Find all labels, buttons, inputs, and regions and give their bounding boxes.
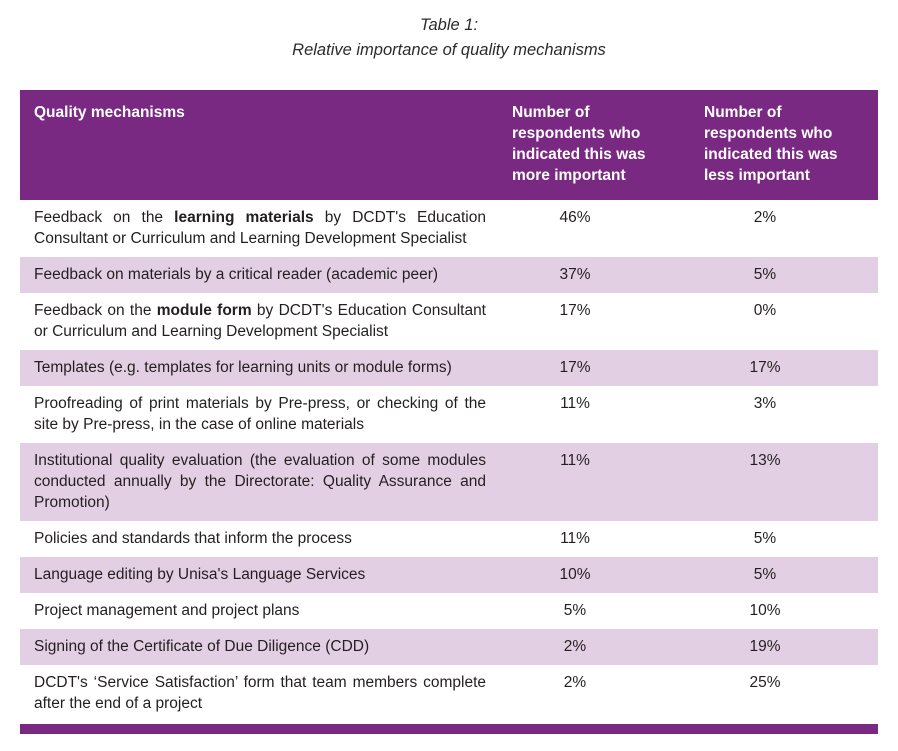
cell-more-important: 11% bbox=[560, 395, 590, 412]
mechanism-text: DCDT's ‘Service Satisfaction’ form that … bbox=[34, 674, 486, 712]
table-caption: Table 1: Relative importance of quality … bbox=[0, 13, 898, 63]
mechanism-text: Feedback on the bbox=[34, 209, 175, 226]
cell-mechanism: Project management and project plans bbox=[20, 593, 498, 629]
header-row: Quality mechanisms Number of respondents… bbox=[20, 90, 878, 200]
cell-more-important: 46% bbox=[559, 209, 591, 226]
mechanism-text: by DCDT's Education Consultant or Curric… bbox=[34, 302, 486, 340]
cell-mechanism: Feedback on the learning materials by DC… bbox=[20, 200, 498, 257]
cell-mechanism: Language editing by Unisa's Language Ser… bbox=[20, 557, 498, 593]
cell-less-important: 25% bbox=[749, 674, 781, 691]
cell-more-important: 37% bbox=[559, 266, 591, 283]
mechanism-text: Policies and standards that inform the p… bbox=[34, 530, 352, 547]
mechanism-text-bold: learning materials bbox=[174, 209, 314, 226]
cell-mechanism: Policies and standards that inform the p… bbox=[20, 521, 498, 557]
col-header-more-important: Number of respondents who indicated this… bbox=[498, 90, 690, 200]
cell-less-important: 5% bbox=[753, 530, 777, 547]
cell-less-important: 5% bbox=[753, 266, 777, 283]
table-row: Feedback on materials by a critical read… bbox=[20, 257, 878, 293]
cell-less-important: 13% bbox=[749, 452, 781, 469]
mechanism-text: Feedback on the bbox=[34, 302, 157, 319]
table-row: Templates (e.g. templates for learning u… bbox=[20, 350, 878, 386]
mechanism-text: Language editing by Unisa's Language Ser… bbox=[34, 566, 366, 583]
col-header-quality-mechanisms: Quality mechanisms bbox=[20, 90, 498, 200]
cell-more-important: 11% bbox=[560, 452, 590, 469]
cell-more-important: 17% bbox=[559, 302, 591, 319]
mechanism-text: Institutional quality evaluation (the ev… bbox=[34, 452, 486, 511]
mechanism-text: by DCDT's Education Consultant or Curric… bbox=[34, 209, 486, 247]
cell-more-important: 17% bbox=[559, 359, 591, 376]
mechanism-text-bold: module form bbox=[156, 302, 252, 319]
table-row: DCDT's ‘Service Satisfaction’ form that … bbox=[20, 665, 878, 722]
cell-less-important: 10% bbox=[749, 602, 781, 619]
cell-mechanism: DCDT's ‘Service Satisfaction’ form that … bbox=[20, 665, 498, 722]
table-row: Policies and standards that inform the p… bbox=[20, 521, 878, 557]
table-caption-title: Relative importance of quality mechanism… bbox=[292, 41, 606, 59]
quality-mechanisms-table: Quality mechanisms Number of respondents… bbox=[20, 90, 878, 722]
cell-more-important: 2% bbox=[563, 674, 587, 691]
cell-mechanism: Institutional quality evaluation (the ev… bbox=[20, 443, 498, 521]
cell-less-important: 2% bbox=[753, 209, 777, 226]
table-row: Proofreading of print materials by Pre-p… bbox=[20, 386, 878, 443]
cell-mechanism: Proofreading of print materials by Pre-p… bbox=[20, 386, 498, 443]
table-row: Institutional quality evaluation (the ev… bbox=[20, 443, 878, 521]
cell-more-important: 10% bbox=[559, 566, 591, 583]
cell-mechanism: Templates (e.g. templates for learning u… bbox=[20, 350, 498, 386]
cell-less-important: 5% bbox=[753, 566, 777, 583]
cell-more-important: 2% bbox=[563, 638, 587, 655]
cell-more-important: 11% bbox=[560, 530, 590, 547]
cell-less-important: 3% bbox=[753, 395, 777, 412]
mechanism-text: Project management and project plans bbox=[34, 602, 300, 619]
table-row: Signing of the Certificate of Due Dilige… bbox=[20, 629, 878, 665]
mechanism-text: Templates (e.g. templates for learning u… bbox=[34, 359, 452, 376]
table-row: Project management and project plans 5% … bbox=[20, 593, 878, 629]
table-bottom-rule bbox=[20, 724, 878, 734]
cell-mechanism: Feedback on materials by a critical read… bbox=[20, 257, 498, 293]
cell-mechanism: Signing of the Certificate of Due Dilige… bbox=[20, 629, 498, 665]
cell-mechanism: Feedback on the module form by DCDT's Ed… bbox=[20, 293, 498, 350]
mechanism-text: Feedback on materials by a critical read… bbox=[34, 266, 439, 283]
cell-less-important: 19% bbox=[749, 638, 781, 655]
cell-less-important: 17% bbox=[749, 359, 781, 376]
table-row: Feedback on the module form by DCDT's Ed… bbox=[20, 293, 878, 350]
table-caption-number: Table 1: bbox=[419, 16, 479, 34]
table-row: Feedback on the learning materials by DC… bbox=[20, 200, 878, 257]
cell-more-important: 5% bbox=[563, 602, 587, 619]
table-container: Quality mechanisms Number of respondents… bbox=[20, 90, 878, 722]
mechanism-text: Signing of the Certificate of Due Dilige… bbox=[34, 638, 370, 655]
table-row: Language editing by Unisa's Language Ser… bbox=[20, 557, 878, 593]
mechanism-text: Proofreading of print materials by Pre-p… bbox=[34, 395, 486, 433]
cell-less-important: 0% bbox=[753, 302, 777, 319]
col-header-less-important: Number of respondents who indicated this… bbox=[690, 90, 878, 200]
